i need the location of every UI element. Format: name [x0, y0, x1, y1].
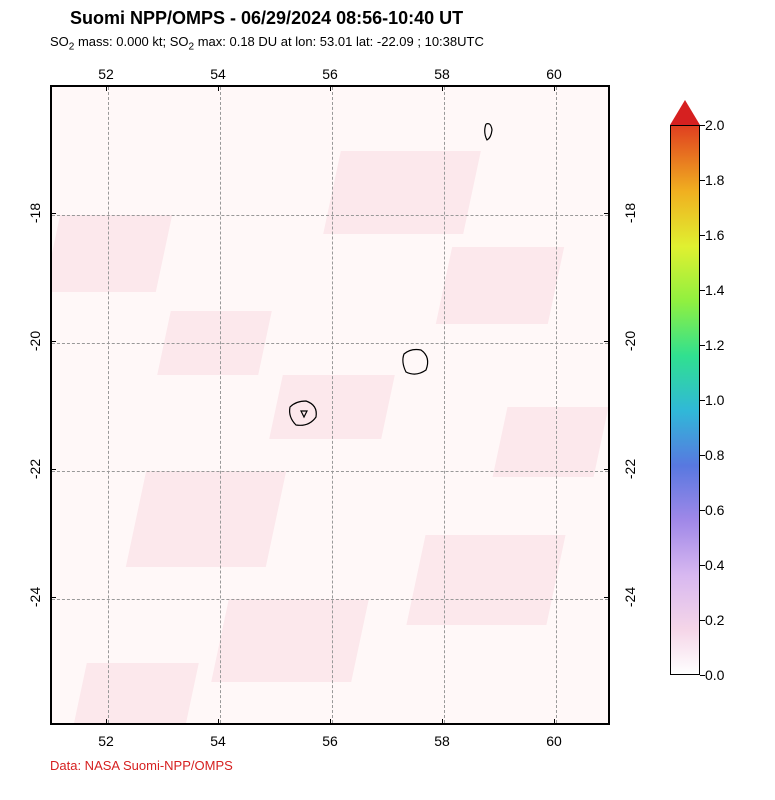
- colorbar-tick-label: 0.0: [705, 667, 724, 683]
- colorbar-tick-label: 0.8: [705, 447, 724, 463]
- colorbar-tick-label: 0.6: [705, 502, 724, 518]
- gridline-vertical: [108, 87, 109, 723]
- x-tickmark: [442, 85, 443, 91]
- x-tick-label: 56: [322, 66, 338, 82]
- so2-data-cell: [323, 151, 481, 234]
- colorbar-tick-label: 1.6: [705, 227, 724, 243]
- chart-title: Suomi NPP/OMPS - 06/29/2024 08:56-10:40 …: [70, 8, 463, 29]
- so2-data-cell: [50, 215, 172, 292]
- x-tickmark: [330, 85, 331, 91]
- gridline-horizontal: [52, 343, 608, 344]
- y-tick-label: -22: [27, 459, 43, 479]
- x-tick-label: 52: [98, 733, 114, 749]
- colorbar-tick-label: 1.8: [705, 172, 724, 188]
- gridline-vertical: [444, 87, 445, 723]
- so2-data-cell: [436, 247, 564, 324]
- colorbar-tickmark: [700, 125, 705, 126]
- x-tick-label: 58: [434, 66, 450, 82]
- colorbar-tick-label: 1.2: [705, 337, 724, 353]
- x-tickmark: [554, 719, 555, 725]
- gridline-horizontal: [52, 471, 608, 472]
- y-tick-label: -20: [622, 331, 638, 351]
- colorbar-under-arrow: [670, 675, 700, 700]
- y-tick-label: -24: [27, 587, 43, 607]
- so2-data-cell: [493, 407, 609, 477]
- colorbar-tickmark: [700, 675, 705, 676]
- y-tickmark: [50, 341, 56, 342]
- y-tick-label: -18: [622, 203, 638, 223]
- colorbar-over-arrow: [670, 100, 700, 125]
- gridline-vertical: [332, 87, 333, 723]
- map-plot-area: [50, 85, 610, 725]
- y-tick-label: -18: [27, 203, 43, 223]
- colorbar: [670, 100, 700, 700]
- x-tickmark: [218, 85, 219, 91]
- colorbar-tickmark: [700, 565, 705, 566]
- data-attribution: Data: NASA Suomi-NPP/OMPS: [50, 758, 233, 773]
- y-tickmark: [50, 469, 56, 470]
- y-tickmark: [50, 213, 56, 214]
- x-tick-label: 54: [210, 66, 226, 82]
- colorbar-tick-label: 1.0: [705, 392, 724, 408]
- colorbar-tickmark: [700, 290, 705, 291]
- x-tickmark: [106, 85, 107, 91]
- colorbar-tickmark: [700, 400, 705, 401]
- colorbar-tick-label: 2.0: [705, 117, 724, 133]
- x-tickmark: [330, 719, 331, 725]
- colorbar-tick-label: 1.4: [705, 282, 724, 298]
- colorbar-tickmark: [700, 235, 705, 236]
- so2-data-cell: [211, 599, 369, 682]
- x-tickmark: [106, 719, 107, 725]
- colorbar-tick-label: 0.2: [705, 612, 724, 628]
- colorbar-tickmark: [700, 620, 705, 621]
- y-tickmark: [604, 469, 610, 470]
- y-tickmark: [50, 597, 56, 598]
- colorbar-gradient: [670, 125, 700, 675]
- island-rodrigues: [469, 112, 509, 152]
- y-tick-label: -24: [622, 587, 638, 607]
- x-tick-label: 56: [322, 733, 338, 749]
- x-tick-label: 52: [98, 66, 114, 82]
- island-mauritius: [396, 342, 436, 382]
- y-tick-label: -22: [622, 459, 638, 479]
- x-tickmark: [554, 85, 555, 91]
- colorbar-tickmark: [700, 180, 705, 181]
- x-tick-label: 54: [210, 733, 226, 749]
- x-tick-label: 60: [546, 733, 562, 749]
- y-tickmark: [604, 341, 610, 342]
- so2-data-cell: [73, 663, 199, 725]
- so2-data-cell: [406, 535, 565, 625]
- island-reunion: [284, 393, 324, 433]
- x-tick-label: 58: [434, 733, 450, 749]
- colorbar-tickmark: [700, 510, 705, 511]
- y-tickmark: [604, 213, 610, 214]
- gridline-vertical: [220, 87, 221, 723]
- so2-data-cell: [126, 471, 286, 567]
- gridline-vertical: [556, 87, 557, 723]
- x-tick-label: 60: [546, 66, 562, 82]
- y-tick-label: -20: [27, 331, 43, 351]
- colorbar-tickmark: [700, 345, 705, 346]
- chart-subtitle: SO2 mass: 0.000 kt; SO2 max: 0.18 DU at …: [50, 34, 484, 53]
- x-tickmark: [218, 719, 219, 725]
- colorbar-tickmark: [700, 455, 705, 456]
- x-tickmark: [442, 719, 443, 725]
- colorbar-tick-label: 0.4: [705, 557, 724, 573]
- gridline-horizontal: [52, 599, 608, 600]
- gridline-horizontal: [52, 215, 608, 216]
- y-tickmark: [604, 597, 610, 598]
